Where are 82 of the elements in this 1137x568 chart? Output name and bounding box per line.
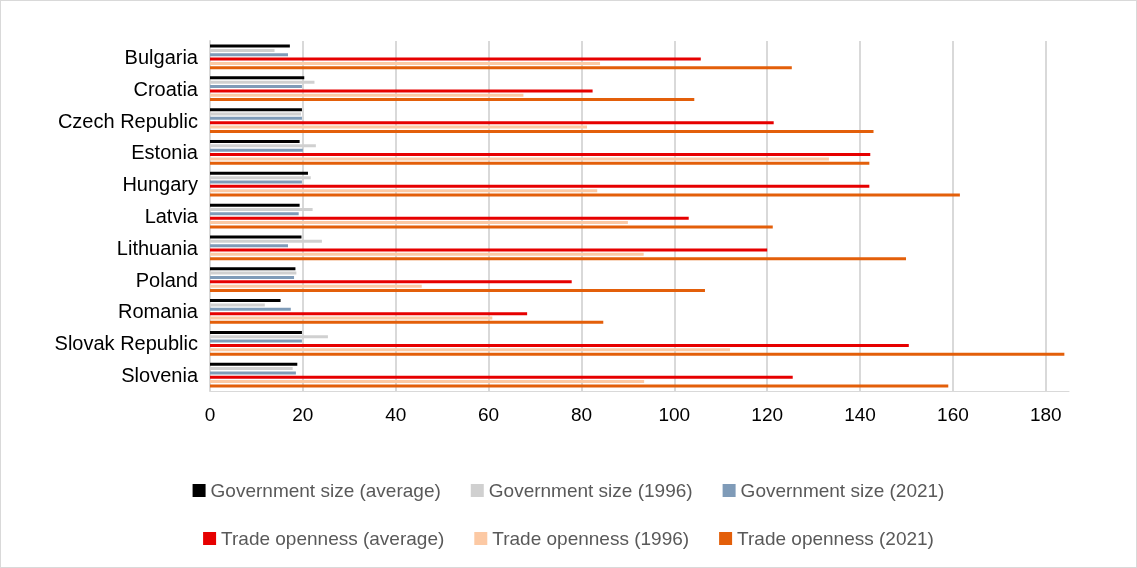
bar xyxy=(210,384,949,388)
bar xyxy=(210,44,290,48)
bar xyxy=(210,116,302,120)
y-tick-label: Romania xyxy=(117,300,199,323)
bar xyxy=(210,289,705,293)
bar xyxy=(210,352,1065,356)
bar xyxy=(210,267,296,271)
bar xyxy=(210,343,909,347)
bar xyxy=(210,316,493,320)
bar xyxy=(210,161,870,165)
bar xyxy=(210,212,299,216)
legend-label: Government size (average) xyxy=(210,480,441,501)
y-tick-label: Croatia xyxy=(133,77,199,100)
x-tick-label: 160 xyxy=(937,404,969,425)
bar xyxy=(210,299,281,303)
bar xyxy=(210,275,295,279)
x-tick-label: 180 xyxy=(1029,404,1062,425)
bar xyxy=(210,171,308,175)
bar xyxy=(210,108,302,112)
bar xyxy=(210,157,829,161)
legend-label: Trade openness (average) xyxy=(221,528,445,549)
legend-label: Trade openness (2021) xyxy=(737,528,934,549)
y-tick-label: Czech Republic xyxy=(57,109,198,132)
y-tick-label: Slovak Republic xyxy=(54,332,198,355)
bar xyxy=(210,61,601,65)
y-tick-label: Poland xyxy=(135,268,198,291)
bar xyxy=(210,66,792,70)
y-tick-label: Estonia xyxy=(131,141,199,164)
bar xyxy=(210,203,300,207)
x-tick-label: 60 xyxy=(478,404,500,425)
bar xyxy=(210,53,289,57)
bar xyxy=(210,225,773,229)
bar xyxy=(210,85,302,89)
bar xyxy=(210,76,305,80)
bar xyxy=(210,139,300,143)
y-tick-label: Lithuania xyxy=(116,236,199,259)
bar xyxy=(210,221,628,225)
y-tick-label: Bulgaria xyxy=(124,45,199,68)
legend-label: Government size (1996) xyxy=(488,480,693,501)
x-tick-label: 20 xyxy=(292,404,314,425)
x-tick-label: 40 xyxy=(385,404,407,425)
bar xyxy=(210,257,907,261)
bar xyxy=(210,380,645,384)
bar xyxy=(210,362,298,366)
bar xyxy=(210,252,644,256)
bar xyxy=(210,244,289,248)
bar xyxy=(210,320,604,324)
bar xyxy=(210,89,593,93)
bar xyxy=(210,216,689,220)
x-tick-label: 100 xyxy=(658,404,691,425)
bar xyxy=(210,339,302,343)
bar xyxy=(210,184,870,188)
bar xyxy=(210,375,793,379)
x-tick-label: 140 xyxy=(844,404,876,425)
legend-label: Trade openness (1996) xyxy=(492,528,690,549)
y-tick-label: Slovenia xyxy=(121,364,199,387)
bar xyxy=(210,280,572,284)
legend-label: Government size (2021) xyxy=(740,480,945,501)
bar xyxy=(210,284,422,288)
bar xyxy=(210,189,598,193)
bar xyxy=(210,371,296,375)
bar xyxy=(210,148,303,152)
bar xyxy=(210,312,528,316)
bar xyxy=(210,235,302,239)
bar xyxy=(210,180,302,184)
bar xyxy=(210,153,871,157)
bar xyxy=(210,93,524,97)
bar xyxy=(210,348,731,352)
bar xyxy=(210,129,874,133)
bar xyxy=(210,330,302,334)
bar xyxy=(210,57,701,61)
bar xyxy=(210,98,695,102)
bar xyxy=(210,121,774,125)
bar xyxy=(210,125,588,129)
x-tick-label: 80 xyxy=(570,404,593,425)
bar xyxy=(210,248,768,252)
x-tick-label: 120 xyxy=(751,404,784,425)
x-tick-label: 0 xyxy=(204,404,216,425)
y-tick-label: Hungary xyxy=(122,173,198,196)
y-tick-label: Latvia xyxy=(144,205,199,227)
bar xyxy=(210,193,960,197)
bar xyxy=(210,307,291,311)
